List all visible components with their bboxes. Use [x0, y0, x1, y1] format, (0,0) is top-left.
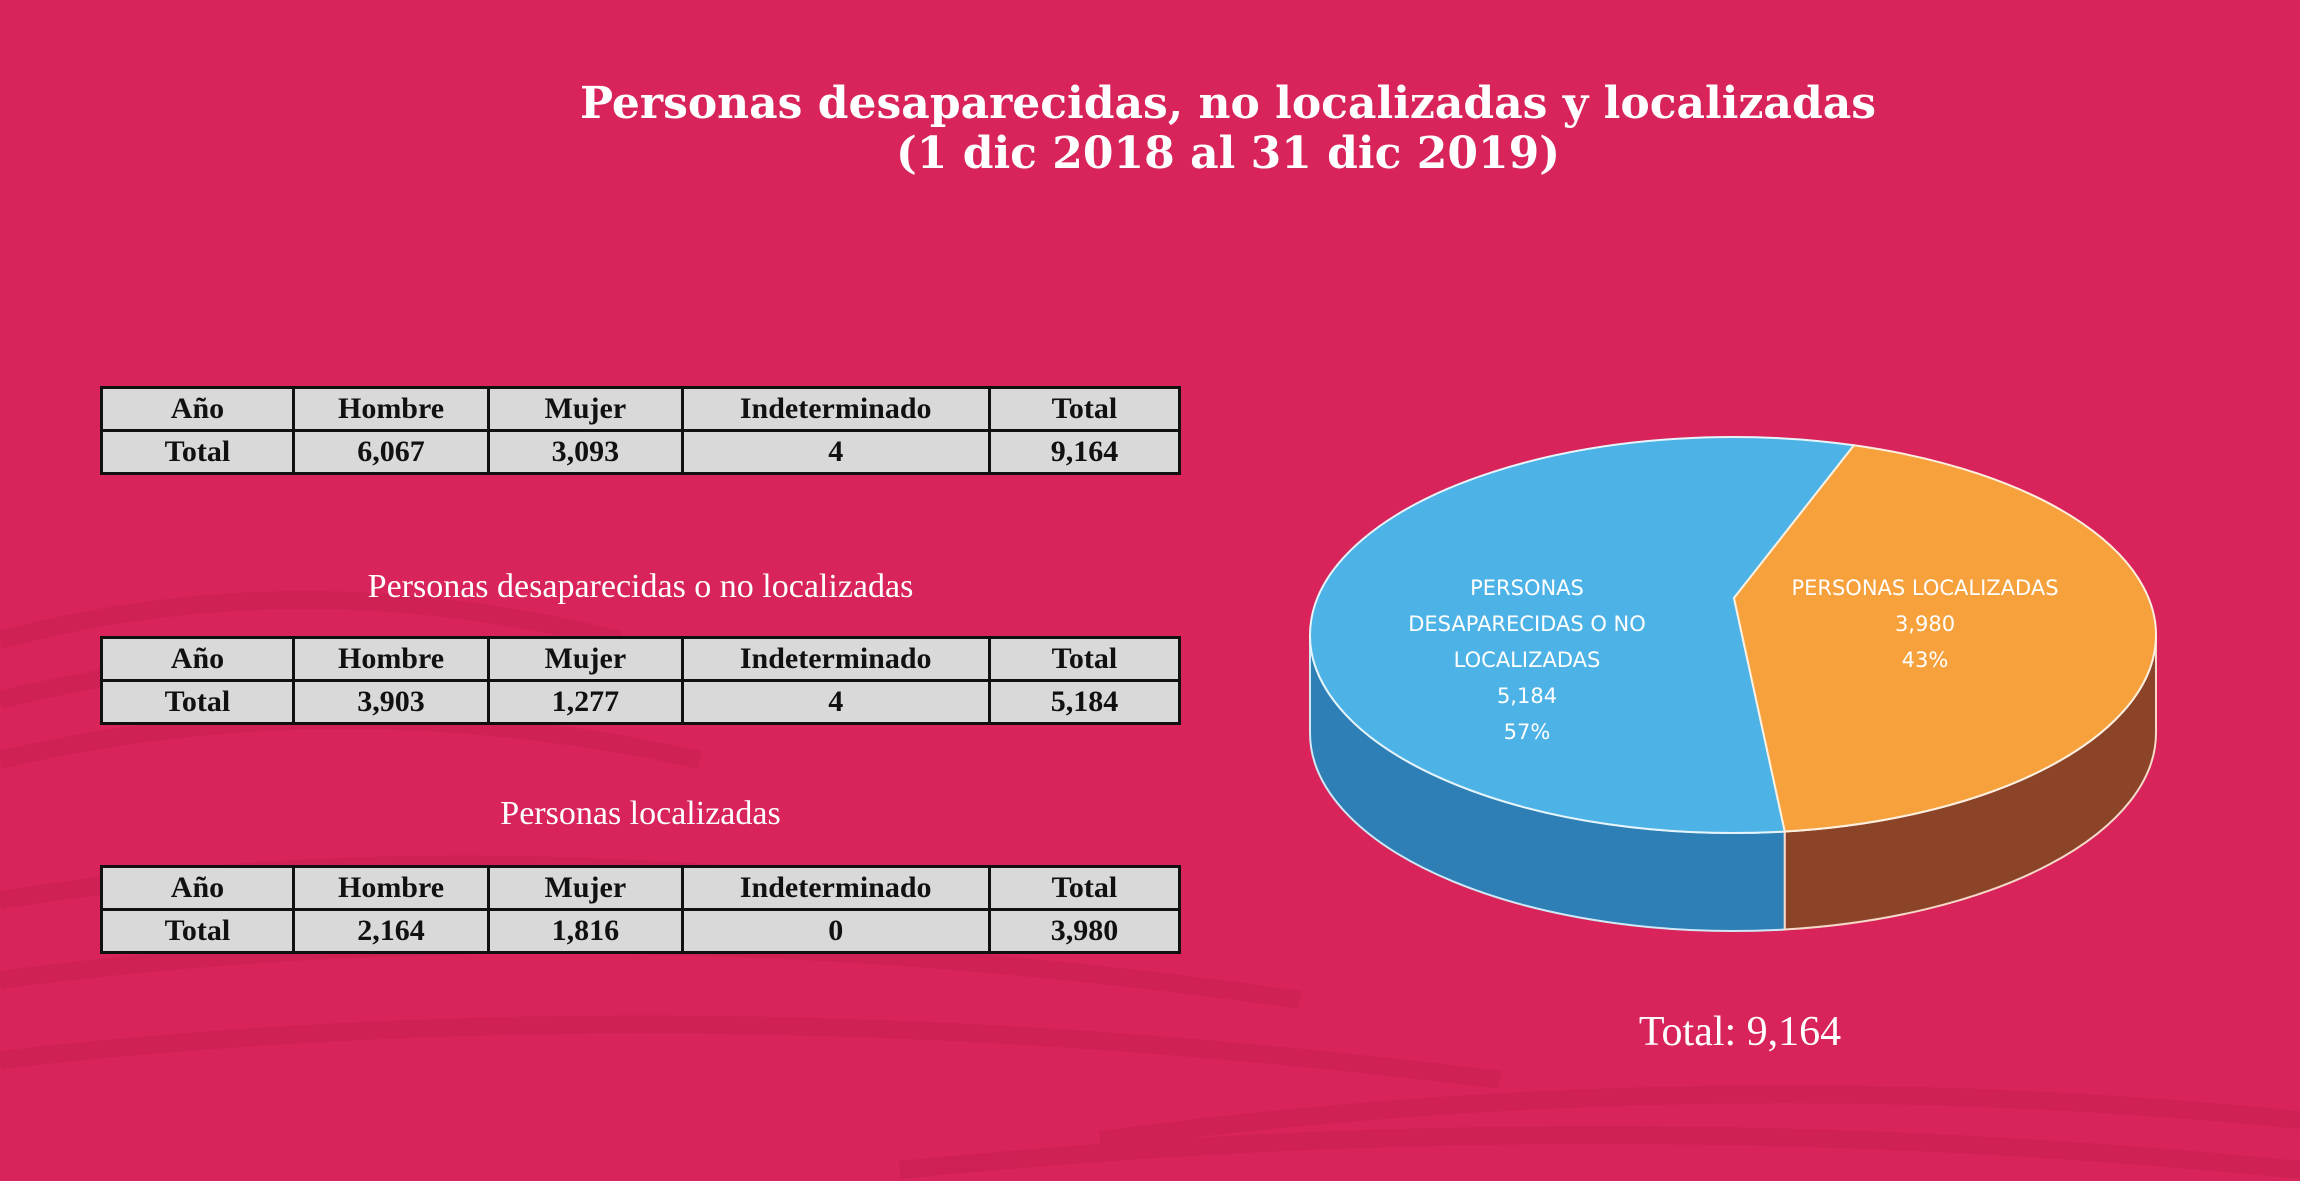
summary-table-desaparecidas: Año Hombre Mujer Indeterminado Total Total 3,9…	[100, 636, 1182, 725]
slice-label: PERSONAS	[1470, 576, 1584, 600]
table-cell: 9,164	[987, 429, 1182, 475]
pie-total-label: Total: 9,164	[1638, 1009, 1842, 1055]
summary-table-localizadas: Año Hombre Mujer Indeterminado Total Total 2,1…	[100, 865, 1182, 954]
table-cell: 3,093	[487, 429, 684, 475]
column-header: Total	[987, 636, 1182, 682]
column-header: Mujer	[487, 865, 684, 911]
column-header: Hombre	[291, 865, 491, 911]
column-header: Indeterminado	[680, 386, 991, 432]
slice-label: DESAPARECIDAS O NO	[1408, 612, 1646, 636]
table-cell: 0	[680, 908, 991, 954]
table-cell: 3,980	[987, 908, 1182, 954]
column-header: Total	[987, 865, 1182, 911]
column-header: Indeterminado	[680, 636, 991, 682]
summary-table-total: Año Hombre Mujer Indeterminado Total Total 6,0…	[100, 386, 1182, 475]
data-row: Total 6,067 3,093 4 9,164	[100, 429, 1182, 475]
table-cell: 1,277	[487, 679, 684, 725]
column-header: Hombre	[291, 386, 491, 432]
column-header: Año	[100, 636, 295, 682]
slice-value-label: 5,184	[1497, 684, 1557, 708]
slice-percent-label: 43%	[1902, 648, 1949, 672]
column-header: Año	[100, 865, 295, 911]
table-cell: 4	[680, 429, 991, 475]
header-row: Año Hombre Mujer Indeterminado Total	[100, 386, 1182, 432]
slice-label: PERSONAS LOCALIZADAS	[1791, 576, 2058, 600]
column-header: Año	[100, 386, 295, 432]
pie-slice-desaparecidas	[1309, 436, 1856, 834]
slice-percent-label: 57%	[1504, 720, 1551, 744]
pie-slice-localizadas	[1732, 444, 2157, 833]
table-cell: 1,816	[487, 908, 684, 954]
table-cell: 3,903	[291, 679, 491, 725]
table-cell: 4	[680, 679, 991, 725]
table-cell: Total	[100, 908, 295, 954]
data-row: Total 2,164 1,816 0 3,980	[100, 908, 1182, 954]
column-header: Mujer	[487, 386, 684, 432]
data-row: Total 3,903 1,277 4 5,184	[100, 679, 1182, 725]
table-subtitle-localizadas: Personas localizadas	[500, 795, 781, 832]
chart-title-line1: Personas desaparecidas, no localizadas y…	[579, 78, 1876, 129]
table-subtitle-desaparecidas: Personas desaparecidas o no localizadas	[367, 568, 914, 605]
column-header: Indeterminado	[680, 865, 991, 911]
column-header: Hombre	[291, 636, 491, 682]
slice-value-label: 3,980	[1895, 612, 1955, 636]
column-header: Total	[987, 386, 1182, 432]
table-cell: Total	[100, 679, 295, 725]
slice-label: LOCALIZADAS	[1454, 648, 1601, 672]
table-cell: 2,164	[291, 908, 491, 954]
column-header: Mujer	[487, 636, 684, 682]
header-row: Año Hombre Mujer Indeterminado Total	[100, 865, 1182, 911]
table-cell: Total	[100, 429, 295, 475]
header-row: Año Hombre Mujer Indeterminado Total	[100, 636, 1182, 682]
chart-title-line2: (1 dic 2018 al 31 dic 2019)	[895, 128, 1561, 179]
table-cell: 5,184	[987, 679, 1182, 725]
table-cell: 6,067	[291, 429, 491, 475]
